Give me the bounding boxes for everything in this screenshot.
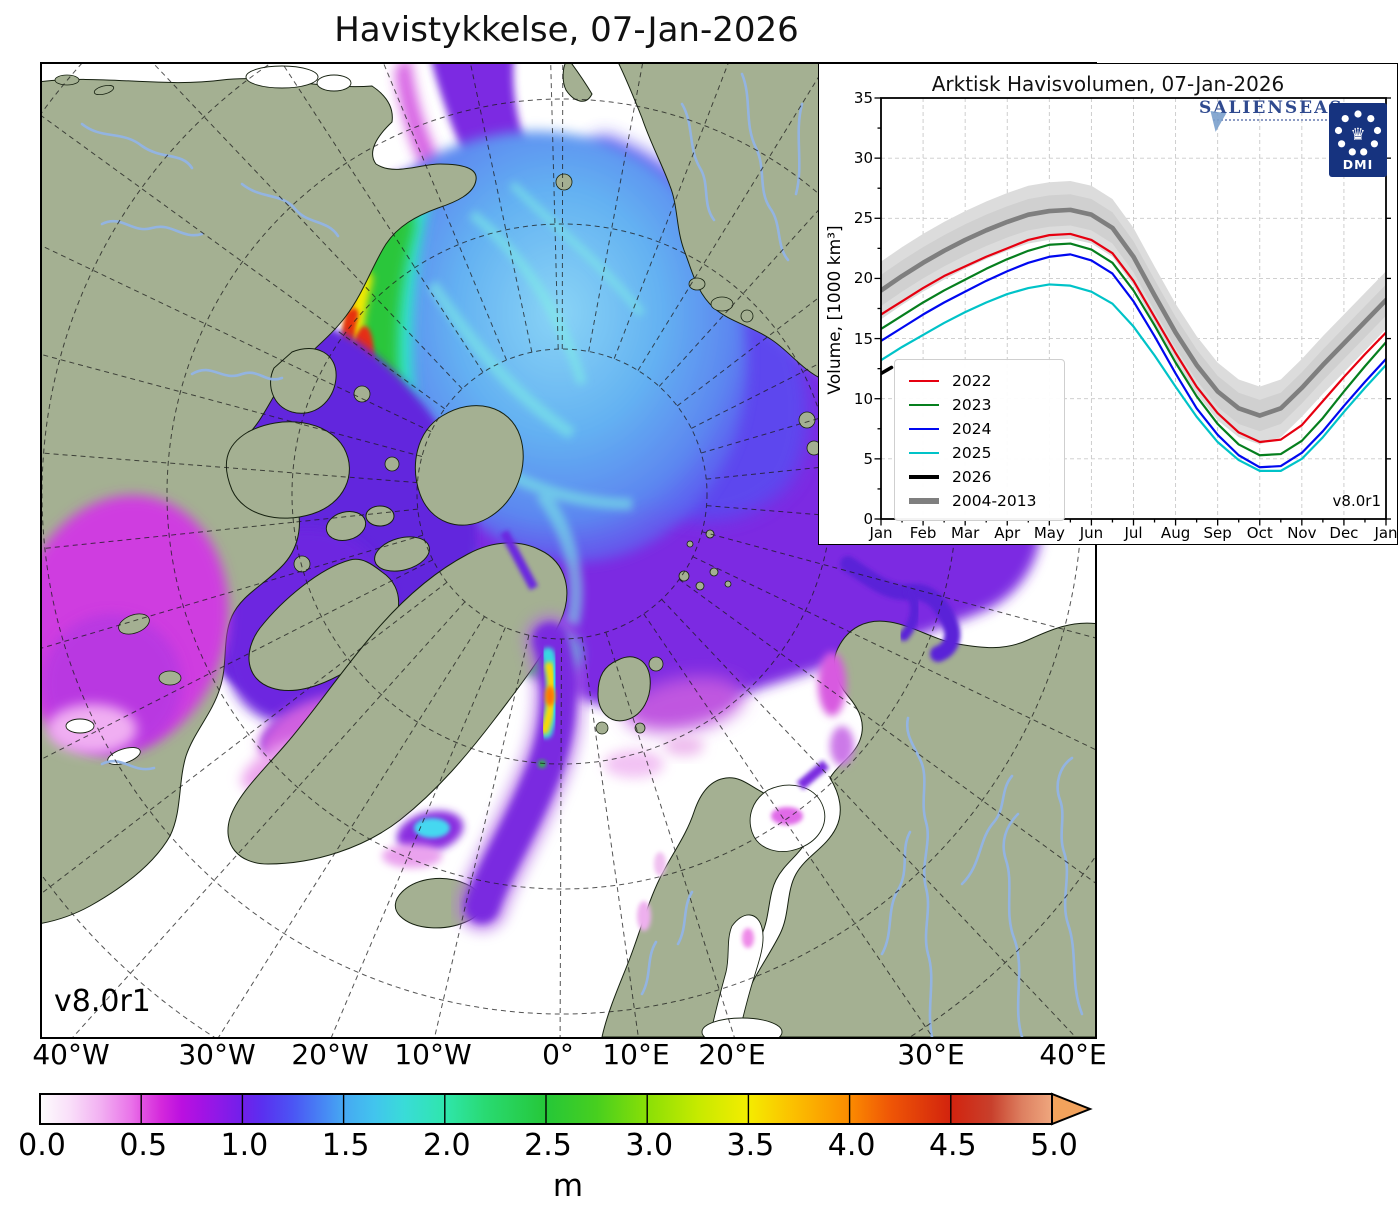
inset-y-tick: 30 (853, 149, 873, 168)
east-greenland-ice-tongue (382, 613, 586, 933)
colorbar-tick-label: 1.5 (321, 1128, 370, 1163)
legend-item: 2024 (909, 417, 1064, 441)
lon-label: 40°W (32, 1038, 110, 1071)
legend-swatch (909, 475, 939, 479)
legend-item: 2022 (909, 369, 1064, 393)
lon-label: 30°W (178, 1038, 256, 1071)
inset-x-tick: May (1033, 524, 1065, 542)
land-regions (42, 64, 1095, 1037)
legend-item: 2025 (909, 441, 1064, 465)
legend-label: 2024 (952, 420, 992, 438)
colorbar-tick-label: 3.0 (625, 1128, 674, 1163)
colorbar-tick-label: 0.5 (119, 1128, 168, 1163)
lon-label: 30°E (897, 1038, 965, 1071)
inset-x-tick: Nov (1287, 524, 1317, 542)
hudson-bay-ice (42, 495, 229, 765)
colorbar-tick-label: 5.0 (1030, 1128, 1078, 1163)
legend-item: 2004-2013 (909, 489, 1064, 513)
colorbar-tick-label: 0.0 (18, 1128, 66, 1163)
legend: 2022 2023 2024 2025 2026 2004-2013 (894, 359, 1065, 521)
colorbar-tick-label: 4.5 (928, 1128, 977, 1163)
colorbar-tick-label: 2.5 (524, 1128, 572, 1163)
legend-label: 2022 (952, 372, 992, 390)
page-title: Havistykkelse, 07-Jan-2026 (334, 10, 799, 50)
inset-y-tick: 20 (853, 269, 873, 288)
inset-x-tick: Feb (909, 524, 937, 542)
inset-x-tick: Apr (994, 524, 1021, 542)
inset-x-tick: Sep (1203, 524, 1232, 542)
inset-x-tick: Jun (1079, 524, 1104, 542)
inset-y-axis-label: Volume, [1000 km³] (825, 225, 845, 395)
legend-label: 2025 (952, 444, 992, 462)
inset-title: Arktisk Havisvolumen, 07-Jan-2026 (931, 72, 1285, 96)
colorbar-tick-label: 4.0 (827, 1128, 876, 1163)
dmi-wordmark: DMI (1343, 157, 1373, 172)
colorbar-tick-label: 1.0 (220, 1128, 269, 1163)
inset-y-tick: 35 (853, 89, 873, 107)
legend-label: 2026 (952, 468, 992, 486)
salienseas-wordmark: SALIENSEAS (1199, 98, 1344, 118)
legend-label: 2023 (952, 396, 992, 414)
lon-label: 0° (542, 1038, 574, 1071)
dmi-crown-icon: ♛ (1350, 125, 1365, 145)
greenland (227, 542, 568, 865)
legend-swatch (909, 403, 939, 407)
inset-x-tick: Jan (1374, 524, 1398, 542)
lon-label: 40°E (1039, 1038, 1107, 1071)
salienseas-tagline-rule (1213, 119, 1331, 121)
inset-y-tick: 0 (863, 510, 873, 528)
legend-item: 2026 (909, 465, 1064, 489)
inset-x-tick: Dec (1329, 524, 1359, 542)
lon-label: 10°E (602, 1038, 670, 1071)
legend-swatch (909, 427, 939, 431)
map-version-label: v8.0r1 (54, 984, 151, 1019)
legend-item: 2023 (909, 393, 1064, 417)
rivers (80, 72, 1084, 1037)
dmi-logo: ♛ DMI (1329, 103, 1387, 177)
lon-label: 20°E (698, 1038, 766, 1071)
dmi-dots-icon (1334, 110, 1382, 156)
inset-volume-chart-panel: Arktisk Havisvolumen, 07-Jan-2026 Volume… (818, 63, 1398, 545)
inset-version-label: v8.0r1 (1332, 492, 1381, 510)
inset-x-tick: Aug (1160, 524, 1191, 542)
inset-x-tick: Mar (951, 524, 980, 542)
salienseas-logo: SALIENSEAS (1199, 98, 1349, 134)
legend-swatch (909, 498, 939, 504)
inset-x-tick: Oct (1246, 524, 1273, 542)
legend-swatch (909, 379, 939, 383)
salienseas-iceberg-icon (1207, 110, 1227, 134)
colorbar-unit-label: m (552, 1168, 584, 1204)
inset-y-tick: 15 (853, 329, 873, 348)
colorbar (39, 1092, 1093, 1126)
colorbar-arrow (1051, 1092, 1093, 1126)
lon-label: 10°W (394, 1038, 472, 1071)
chart-svg (874, 97, 1391, 526)
legend-label: 2004-2013 (952, 492, 1037, 510)
inset-y-tick: 10 (853, 389, 873, 408)
map-svg (42, 64, 1095, 1037)
colorbar-tick-label: 2.0 (422, 1128, 471, 1163)
inset-y-tick: 5 (863, 449, 873, 468)
inset-x-tick: Jul (1124, 524, 1143, 542)
inset-y-tick: 25 (853, 209, 873, 228)
legend-swatch (909, 451, 939, 455)
russia (733, 620, 1095, 1037)
colorbar-tick-label: 3.5 (726, 1128, 775, 1163)
lon-label: 20°W (291, 1038, 369, 1071)
inset-x-tick: Jan (869, 524, 893, 542)
